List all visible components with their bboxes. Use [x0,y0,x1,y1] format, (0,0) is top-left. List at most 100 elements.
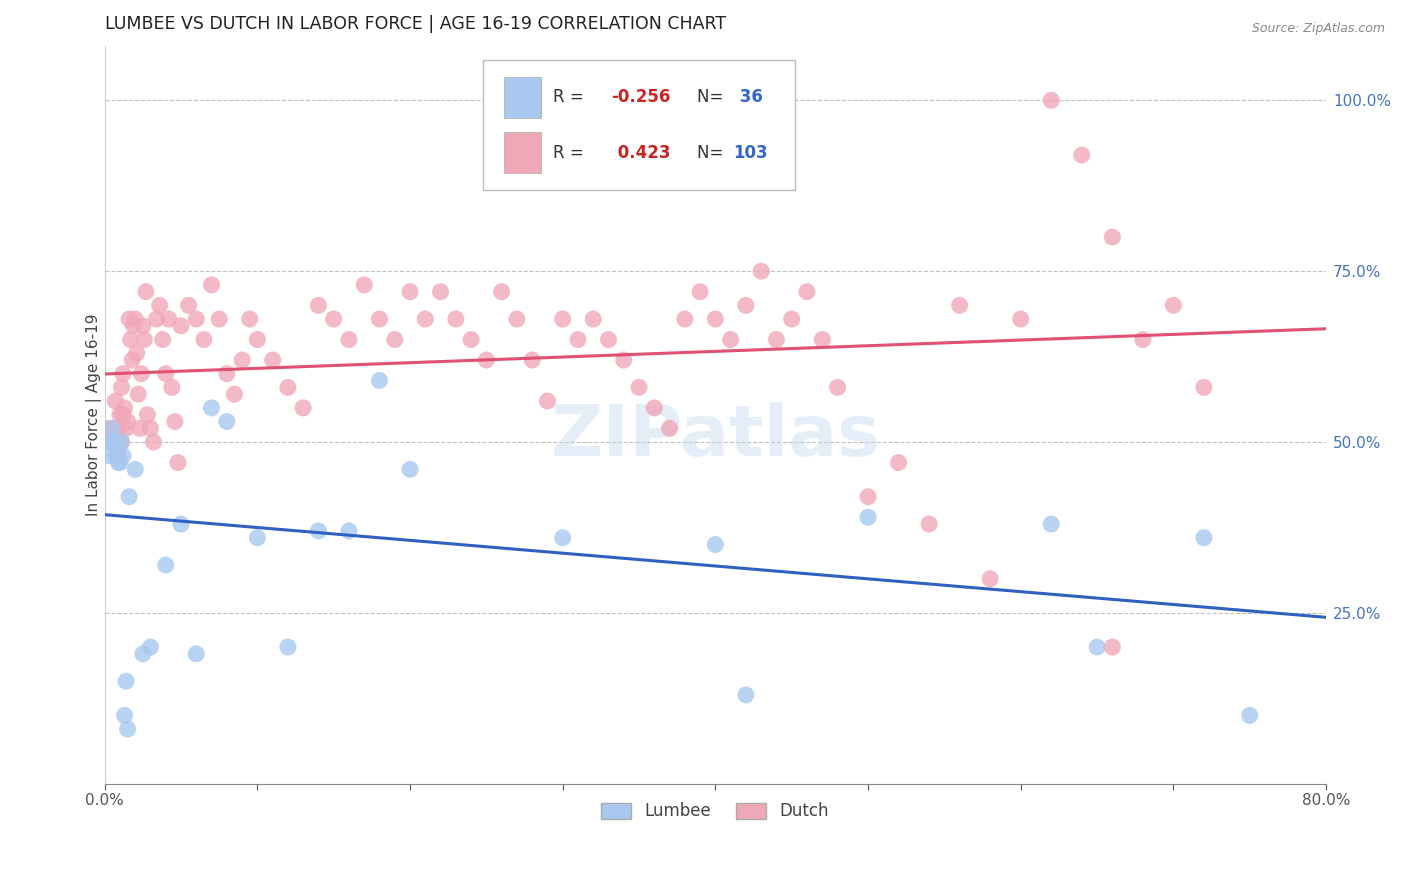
Point [307,524,329,538]
FancyBboxPatch shape [505,132,541,173]
Point [429,285,451,299]
Point [215,415,238,429]
Point [1101,230,1123,244]
Point [115,674,138,689]
Point [108,408,131,422]
Point [368,312,391,326]
Point [103,435,125,450]
Point [1070,148,1092,162]
Point [231,353,253,368]
FancyBboxPatch shape [505,77,541,118]
Point [115,421,138,435]
Point [111,408,134,422]
Point [277,380,299,394]
Point [673,312,696,326]
Point [506,312,529,326]
Point [132,647,155,661]
Point [658,421,681,435]
Point [337,333,360,347]
Point [105,449,128,463]
Point [307,298,329,312]
Point [132,318,155,333]
Text: R =: R = [553,144,589,161]
Point [262,353,284,368]
Point [444,312,467,326]
Point [122,318,145,333]
Point [100,435,122,450]
Point [127,387,149,401]
Point [780,312,803,326]
Point [103,435,125,450]
Point [107,421,129,435]
Point [118,490,141,504]
Point [224,387,246,401]
Point [157,312,180,326]
Point [131,367,153,381]
Point [149,298,172,312]
Point [551,531,574,545]
Point [628,380,651,394]
Text: LUMBEE VS DUTCH IN LABOR FORCE | AGE 16-19 CORRELATION CHART: LUMBEE VS DUTCH IN LABOR FORCE | AGE 16-… [104,15,725,33]
Point [1163,298,1185,312]
Text: 36: 36 [734,88,762,106]
Point [114,708,136,723]
Point [128,421,150,435]
Point [475,353,498,368]
Point [246,333,269,347]
Point [111,367,134,381]
Point [200,401,222,415]
Point [460,333,482,347]
Point [704,312,727,326]
Point [107,456,129,470]
Point [139,421,162,435]
Point [384,333,406,347]
Text: R =: R = [553,88,589,106]
Point [134,333,156,347]
Point [643,401,665,415]
Point [100,435,122,450]
FancyBboxPatch shape [484,61,794,190]
Point [124,462,146,476]
Point [200,277,222,292]
Point [108,435,131,450]
Text: N=: N= [697,88,728,106]
Point [111,449,134,463]
Point [125,346,148,360]
Point [98,449,121,463]
Point [105,421,128,435]
Point [399,285,422,299]
Point [337,524,360,538]
Point [121,353,143,368]
Point [1192,531,1215,545]
Point [124,312,146,326]
Point [735,688,758,702]
Point [142,435,165,450]
Point [1010,312,1032,326]
Point [582,312,605,326]
Point [689,285,711,299]
Point [239,312,262,326]
Point [322,312,344,326]
Point [292,401,315,415]
Point [208,312,231,326]
Point [135,285,157,299]
Point [117,415,139,429]
Point [1040,93,1063,107]
Point [98,421,121,435]
Point [749,264,772,278]
Point [796,285,818,299]
Point [368,374,391,388]
Text: N=: N= [697,144,728,161]
Point [152,333,174,347]
Point [1132,333,1154,347]
Point [155,558,177,572]
Point [117,722,139,736]
Point [186,647,208,661]
Point [1192,380,1215,394]
Point [353,277,375,292]
Point [101,421,124,435]
Point [118,312,141,326]
Y-axis label: In Labor Force | Age 16-19: In Labor Force | Age 16-19 [86,313,101,516]
Point [949,298,972,312]
Point [145,312,167,326]
